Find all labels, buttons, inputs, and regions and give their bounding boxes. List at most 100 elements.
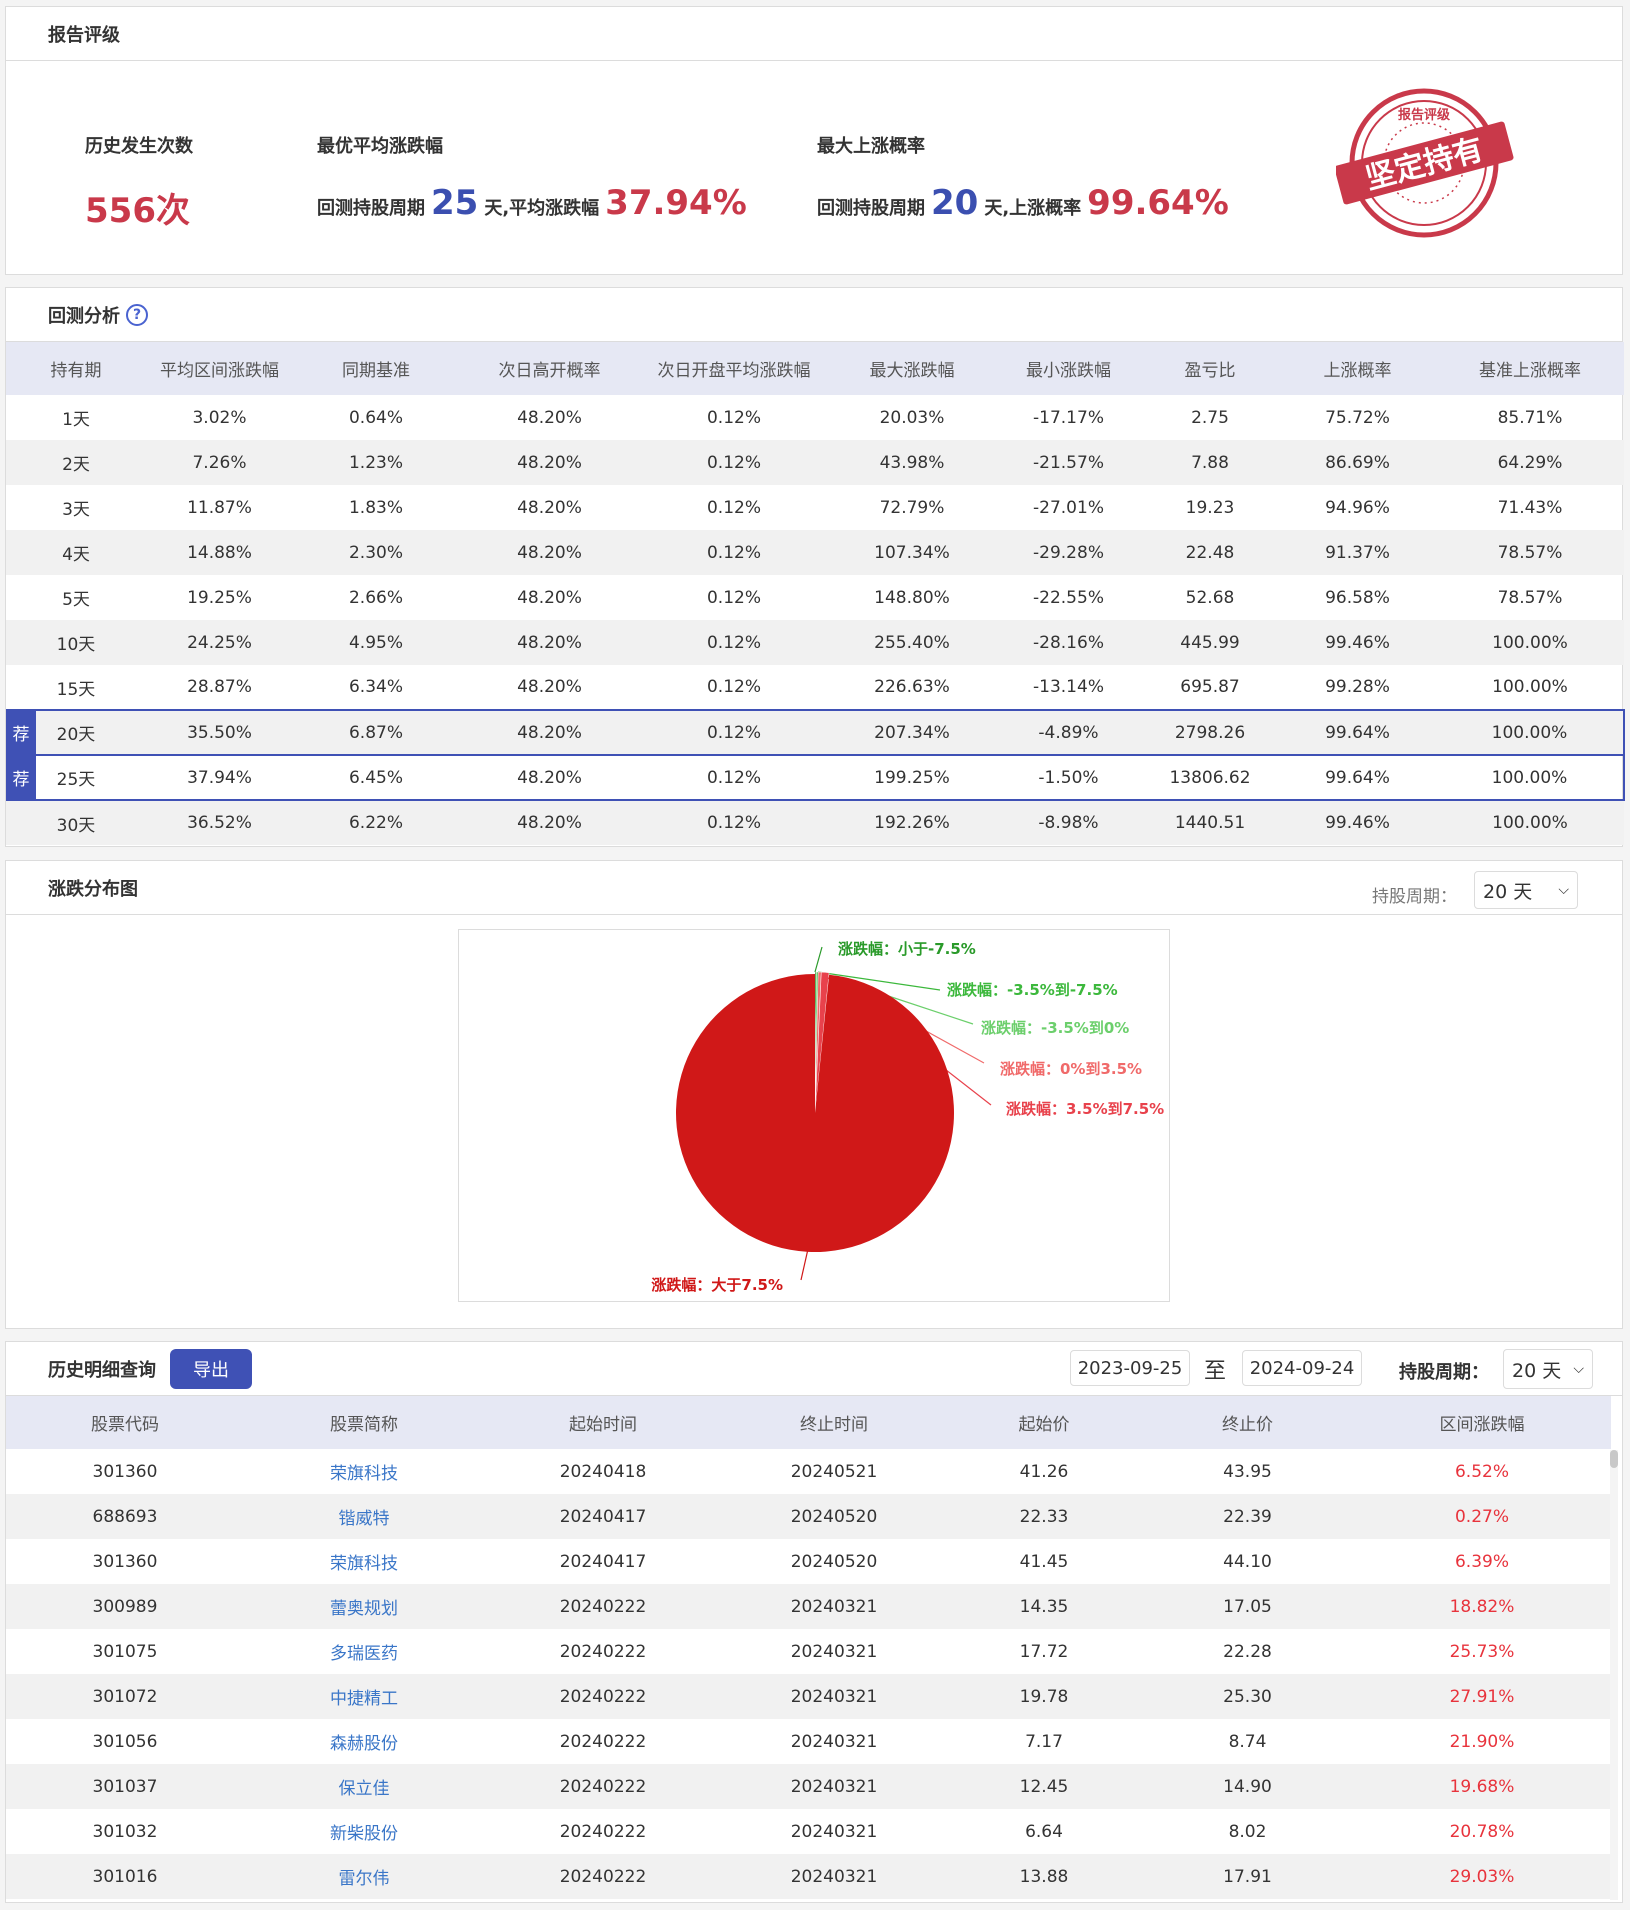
table-cell: 0.12% [640, 665, 828, 710]
stock-name-link[interactable]: 保立佳 [244, 1764, 484, 1809]
table-cell: -1.50% [996, 754, 1141, 801]
table-cell: 20.03% [828, 395, 996, 440]
table-cell: 148.80% [828, 575, 996, 620]
table-cell: 192.26% [828, 800, 996, 845]
cell-text: 695.87 [1180, 677, 1240, 697]
table-cell: 71.43% [1436, 485, 1624, 530]
pie-slice[interactable] [676, 974, 954, 1252]
history-period-select[interactable]: 20 天 ⌵ [1503, 1349, 1593, 1389]
table-cell: 17.91 [1142, 1854, 1353, 1899]
table-cell: 7.17 [1025, 1731, 1063, 1752]
table-cell: 301072 [6, 1674, 244, 1719]
pie-chart: 涨跌幅：小于-7.5% 涨跌幅：-3.5%到-7.5% 涨跌幅：-3.5%到0% 涨跌… [458, 929, 1170, 1302]
recommended-badge: 荐 [6, 756, 36, 799]
table-cell: -8.98% [996, 800, 1141, 845]
table-cell: 301016 [6, 1854, 244, 1899]
table-cell: 2天 [6, 440, 146, 485]
question-circle-icon[interactable]: ? [126, 303, 148, 326]
table-cell: 300989 [6, 1584, 244, 1629]
table-cell: 301075 [92, 1641, 158, 1662]
table-row: 301072 中捷精工 20240222 20240321 19.78 25.30 27.9… [6, 1674, 1611, 1719]
table-cell: 3天 [6, 485, 146, 530]
table-cell: 445.99 [1141, 620, 1279, 665]
cell-text: 6.87% [348, 722, 403, 743]
max-up-mid: 天,上涨概率 [984, 198, 1082, 219]
history-table: 股票代码 股票简称 起始时间 终止时间 起始价 终止价 区间涨跌幅 301360 荣旗科技 20… [6, 1396, 1611, 1899]
cell-text: 0.12% [706, 497, 761, 518]
cell-text: 48.20% [517, 767, 582, 788]
cell-text: 48.20% [517, 407, 582, 428]
table-cell: 48.20% [459, 800, 640, 845]
table-cell: 0.64% [293, 395, 459, 440]
stock-name-link[interactable]: 中捷精工 [244, 1674, 484, 1719]
cell-text: 48.20% [517, 677, 582, 697]
best-avg-prefix: 回测持股周期 [317, 198, 425, 219]
cell-text: 0.12% [706, 813, 761, 833]
cell-text: 48.20% [517, 813, 582, 833]
cell-text: 99.46% [1325, 813, 1390, 833]
table-cell: 52.68 [1141, 575, 1279, 620]
cell-text: 445.99 [1180, 632, 1240, 653]
cell-text: 91.37% [1325, 542, 1390, 563]
stock-name-link[interactable]: 荣旗科技 [330, 1464, 398, 1484]
scrollbar[interactable] [1610, 1450, 1618, 1900]
stock-name-link[interactable]: 森赫股份 [330, 1734, 398, 1754]
best-avg-label: 最优平均涨跌幅 [317, 136, 443, 157]
table-cell: 3.02% [146, 395, 293, 440]
cell-text: 20天 [56, 725, 96, 745]
table-cell: 72.79% [828, 485, 996, 530]
stock-name-link[interactable]: 蕾奥规划 [244, 1584, 484, 1629]
table-cell: 100.00% [1436, 620, 1624, 665]
count-label: 历史发生次数 [85, 136, 193, 157]
distribution-title: 涨跌分布图 [6, 861, 1622, 915]
max-up-value: 99.64% [1087, 183, 1229, 223]
cell-text: 43.98% [879, 452, 945, 473]
cell-text: 99.64% [1325, 722, 1390, 743]
stock-name-link[interactable]: 雷尔伟 [244, 1854, 484, 1899]
cell-text: 7.88 [1191, 452, 1229, 473]
stock-name-link[interactable]: 锴威特 [244, 1494, 484, 1539]
table-cell: 41.26 [1019, 1461, 1069, 1482]
table-cell: 43.95 [1223, 1461, 1272, 1482]
table-cell: 301360 [92, 1551, 158, 1572]
cell-text: 0.12% [706, 767, 761, 788]
date-from-input[interactable]: 2023-09-25 [1070, 1350, 1190, 1386]
distribution-period-select[interactable]: 20 天 ⌵ [1474, 871, 1578, 909]
date-to-input[interactable]: 2024-09-24 [1242, 1350, 1362, 1386]
scrollbar-thumb[interactable] [1610, 1450, 1618, 1468]
table-cell: 11.87% [146, 485, 293, 530]
table-cell: 100.00% [1436, 800, 1624, 845]
table-cell: 17.72 [1019, 1641, 1069, 1662]
table-cell: 99.46% [1279, 620, 1436, 665]
export-button[interactable]: 导出 [170, 1348, 252, 1389]
table-cell: 2798.26 [1141, 709, 1279, 756]
cell-text: 75.72% [1325, 407, 1390, 428]
table-cell: 0.12% [640, 530, 828, 575]
table-cell: 1天 [6, 395, 146, 440]
cell-text: 48.20% [517, 587, 582, 608]
column-header: 上涨概率 [1279, 342, 1436, 395]
cell-text: 255.40% [874, 632, 950, 653]
backtest-table: 持有期 平均区间涨跌幅 同期基准 次日高开概率 次日开盘平均涨跌幅 最大涨跌幅 最小涨跌幅盈… [6, 342, 1625, 845]
table-cell: 14.90 [1142, 1764, 1353, 1809]
history-period-value: 20 天 [1512, 1359, 1562, 1382]
table-cell: -27.01% [996, 485, 1141, 530]
column-header: 起始价 [946, 1396, 1142, 1449]
cell-text: 86.69% [1325, 452, 1390, 473]
table-cell: 44.10 [1223, 1551, 1272, 1572]
table-cell: 28.87% [146, 665, 293, 710]
pie-slice[interactable] [814, 971, 830, 1114]
cell-text: 48.20% [517, 722, 582, 743]
history-period-label: 持股周期： [1399, 1362, 1489, 1383]
table-cell: 41.45 [1019, 1551, 1069, 1572]
cell-text: 100.00% [1492, 813, 1568, 833]
stock-name-link[interactable]: 多瑞医药 [330, 1644, 398, 1664]
table-cell: 37.94% [146, 754, 293, 801]
table-cell: 20240222 [559, 1641, 647, 1662]
distribution-panel: 涨跌分布图 持股周期： 20 天 ⌵ 涨跌幅：小于-7.5% 涨跌幅：-3.5%到… [5, 860, 1623, 1329]
stock-name-link[interactable]: 新柴股份 [330, 1824, 398, 1844]
table-cell: 48.20% [459, 395, 640, 440]
max-up-days: 20 [931, 183, 979, 223]
stock-name-link[interactable]: 荣旗科技 [330, 1554, 398, 1574]
table-cell: -17.17% [996, 395, 1141, 440]
